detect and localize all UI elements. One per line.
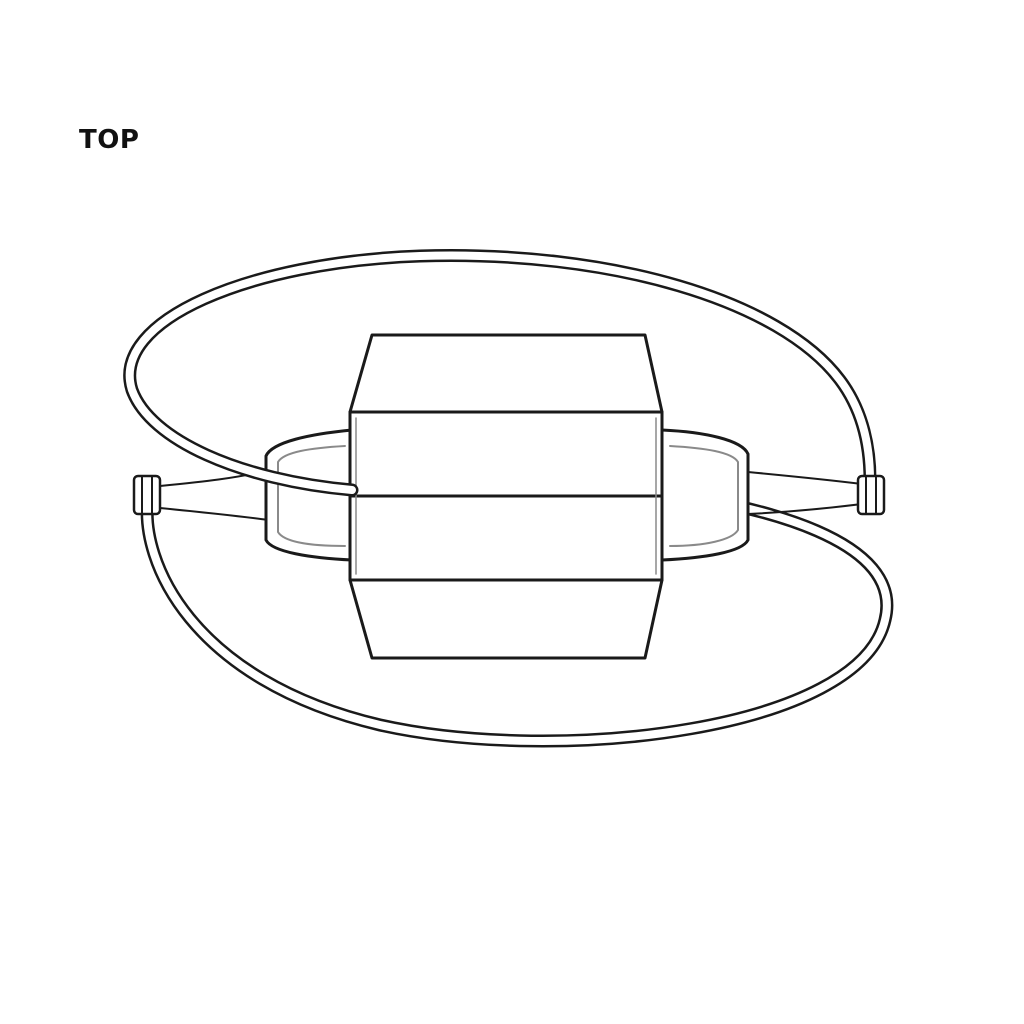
left-end-cap (132, 474, 162, 516)
right-tether (747, 471, 863, 515)
right-end-cap (856, 474, 886, 516)
central-body (348, 333, 664, 660)
right-side-pod (660, 428, 750, 562)
upper-cable-loop (123, 249, 877, 497)
view-label: TOP (79, 125, 140, 155)
left-side-pod (264, 428, 354, 562)
lower-cable-loop (140, 485, 894, 748)
